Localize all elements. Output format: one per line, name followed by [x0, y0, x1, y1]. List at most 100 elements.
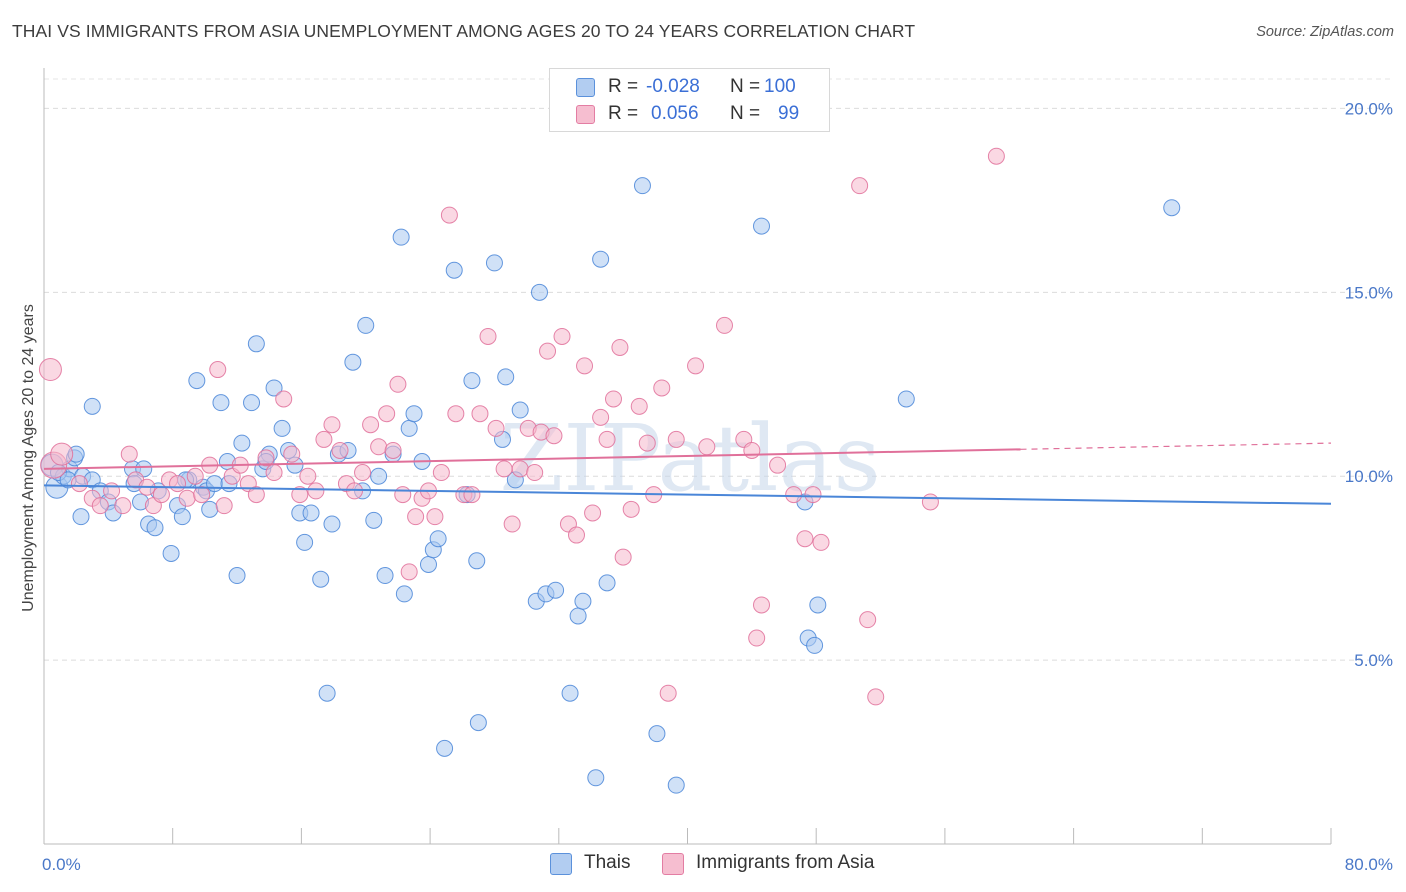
data-point: [162, 544, 180, 562]
legend-n-value: 99: [778, 103, 800, 124]
data-point: [547, 581, 565, 599]
legend-n-value: 100: [764, 76, 796, 97]
data-point: [851, 177, 869, 195]
data-point: [859, 611, 877, 629]
data-point: [395, 585, 413, 603]
data-point: [809, 596, 827, 614]
trend-layer: [43, 442, 1332, 505]
data-point: [307, 482, 325, 500]
data-point: [897, 390, 915, 408]
data-point: [436, 739, 454, 757]
data-point: [598, 430, 616, 448]
data-point: [357, 316, 375, 334]
y-tick-label: 20.0%: [1345, 99, 1393, 118]
data-point: [716, 316, 734, 334]
data-point: [376, 567, 394, 585]
data-point: [511, 460, 529, 478]
data-point: [630, 397, 648, 415]
data-point: [796, 530, 814, 548]
data-point: [233, 434, 251, 452]
data-point: [38, 358, 62, 382]
data-point: [275, 390, 293, 408]
data-point: [638, 434, 656, 452]
data-point: [447, 405, 465, 423]
data-point: [511, 401, 529, 419]
data-point: [362, 416, 380, 434]
data-point: [193, 486, 211, 504]
data-point: [429, 530, 447, 548]
data-point: [812, 533, 830, 551]
data-point: [463, 486, 481, 504]
data-point: [487, 419, 505, 437]
data-point: [70, 475, 88, 493]
data-point: [201, 500, 219, 518]
data-point: [479, 327, 497, 345]
data-point: [569, 607, 587, 625]
data-point: [206, 475, 224, 493]
data-point: [152, 486, 170, 504]
x-tick-label: 0.0%: [42, 855, 81, 874]
legend-swatch-immigrants: [576, 105, 595, 124]
data-point: [228, 567, 246, 585]
data-point: [753, 596, 771, 614]
data-point: [72, 508, 90, 526]
data-point: [265, 464, 283, 482]
data-point: [299, 467, 317, 485]
data-point: [291, 486, 309, 504]
legend-swatch-thais: [550, 853, 572, 875]
data-point: [698, 438, 716, 456]
data-point: [257, 449, 275, 467]
series-immigrants-from-asia: [38, 147, 1005, 706]
grid-lines: [44, 78, 1392, 661]
data-point: [169, 475, 187, 493]
legend-n-label: N =: [730, 76, 761, 97]
source-attribution: Source: ZipAtlas.com: [1256, 24, 1394, 40]
data-point: [91, 497, 109, 515]
legend-label-immigrants: Immigrants from Asia: [696, 852, 875, 873]
data-point: [400, 563, 418, 581]
data-point: [611, 338, 629, 356]
data-point: [146, 519, 164, 537]
data-point: [370, 467, 388, 485]
data-point: [592, 408, 610, 426]
data-point: [365, 511, 383, 529]
data-point: [315, 430, 333, 448]
data-point: [667, 430, 685, 448]
data-point: [426, 508, 444, 526]
data-point: [389, 375, 407, 393]
data-point: [921, 493, 939, 511]
y-tick-label: 10.0%: [1345, 467, 1393, 486]
data-point: [318, 684, 336, 702]
data-point: [400, 419, 418, 437]
data-point: [526, 464, 544, 482]
data-point: [495, 460, 513, 478]
data-point: [539, 342, 557, 360]
data-point: [215, 497, 233, 515]
data-point: [463, 372, 481, 390]
y-tick-label: 5.0%: [1354, 651, 1393, 670]
trend-line-thais: [43, 484, 1332, 505]
data-point: [469, 714, 487, 732]
legend-r-value: 0.056: [651, 103, 699, 124]
data-point: [622, 500, 640, 518]
data-point: [302, 504, 320, 522]
data-point: [530, 283, 548, 301]
data-point: [485, 254, 503, 272]
legend-swatch-immigrants: [662, 853, 684, 875]
data-point: [178, 489, 196, 507]
data-point: [173, 508, 191, 526]
data-point: [769, 456, 787, 474]
data-point: [503, 515, 521, 533]
legend-label-thais: Thais: [584, 852, 631, 873]
data-point: [867, 688, 885, 706]
data-point: [114, 497, 132, 515]
data-point: [987, 147, 1005, 165]
data-point: [687, 357, 705, 375]
data-point: [419, 555, 437, 573]
chart-title: THAI VS IMMIGRANTS FROM ASIA UNEMPLOYMEN…: [12, 21, 916, 41]
data-point: [323, 515, 341, 533]
data-point: [553, 327, 571, 345]
data-point: [432, 464, 450, 482]
data-point: [345, 482, 363, 500]
